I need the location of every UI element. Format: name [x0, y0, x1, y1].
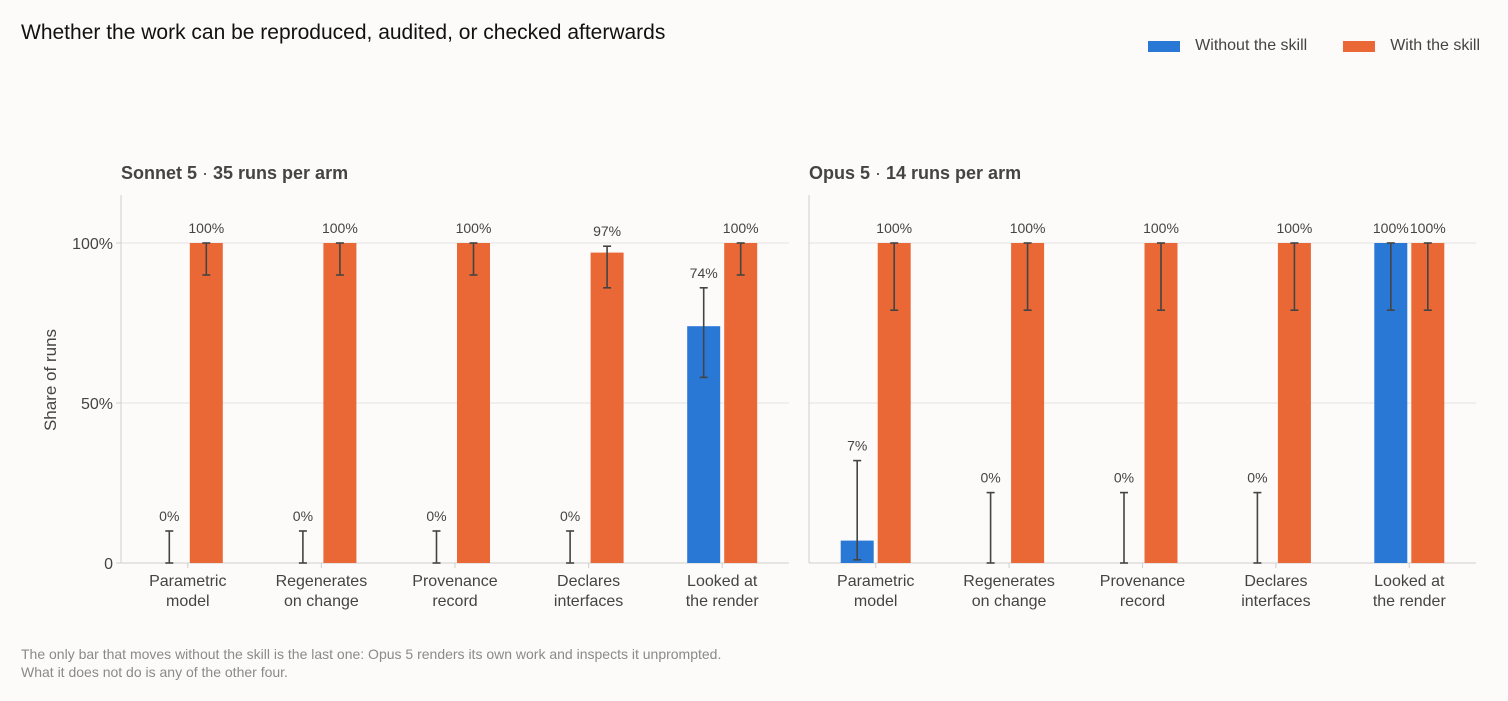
- y-tick-label-0-2: 100%: [72, 236, 113, 253]
- data-label-0-0-3: 0%: [560, 508, 580, 524]
- x-tick-label-1-2-1: record: [1120, 593, 1165, 610]
- data-label-1-0-3: 0%: [1247, 470, 1267, 486]
- legend-swatch-with: [1343, 40, 1376, 52]
- legend: Without the skill With the skill: [1112, 37, 1480, 55]
- data-label-1-1-1: 100%: [1010, 220, 1046, 236]
- chart-title: Whether the work can be reproduced, audi…: [21, 21, 666, 44]
- legend-label-with: With the skill: [1390, 37, 1480, 54]
- x-tick-label-1-4-1: the render: [1373, 593, 1447, 610]
- data-label-1-1-2: 100%: [1143, 220, 1179, 236]
- x-tick-label-0-1-1: on change: [284, 593, 359, 610]
- footnote-line-2: What it does not do is any of the other …: [21, 664, 288, 680]
- legend-item-with: With the skill: [1343, 37, 1480, 55]
- x-tick-label-1-0-1: model: [854, 593, 898, 610]
- y-axis-label-0: Share of runs: [41, 329, 60, 431]
- data-label-0-1-1: 100%: [322, 220, 358, 236]
- x-tick-label-0-4-0: Looked at: [687, 573, 758, 590]
- data-label-1-0-1: 0%: [980, 470, 1000, 486]
- legend-item-without: Without the skill: [1148, 37, 1307, 55]
- y-tick-label-0-1: 50%: [81, 396, 113, 413]
- data-label-1-0-0: 7%: [847, 438, 867, 454]
- x-tick-label-1-1-0: Regenerates: [963, 573, 1055, 590]
- x-tick-label-0-4-1: the render: [686, 593, 760, 610]
- panel-model-1: Opus 5: [809, 163, 870, 183]
- legend-label-without: Without the skill: [1195, 37, 1308, 54]
- data-label-1-1-4: 100%: [1410, 220, 1446, 236]
- data-label-1-0-4: 100%: [1373, 220, 1409, 236]
- panel-subtitle-0: 35 runs per arm: [213, 163, 348, 183]
- x-tick-label-0-2-1: record: [432, 593, 477, 610]
- x-tick-label-1-3-0: Declares: [1244, 573, 1307, 590]
- panel-heading-0: Sonnet 5 · 35 runs per arm: [121, 163, 348, 183]
- bar-0-1-2: [457, 243, 490, 563]
- panel-separator-1: ·: [870, 163, 886, 183]
- x-tick-label-1-0-0: Parametric: [837, 573, 914, 590]
- panel-model-0: Sonnet 5: [121, 163, 197, 183]
- data-label-0-0-0: 0%: [159, 508, 179, 524]
- x-tick-label-1-4-0: Looked at: [1374, 573, 1445, 590]
- data-label-1-1-0: 100%: [876, 220, 912, 236]
- data-label-1-0-2: 0%: [1114, 470, 1134, 486]
- panel-separator-0: ·: [197, 163, 213, 183]
- data-label-0-0-4: 74%: [690, 265, 718, 281]
- x-tick-label-0-2-0: Provenance: [412, 573, 497, 590]
- x-tick-label-1-1-1: on change: [972, 593, 1047, 610]
- legend-swatch-without: [1148, 40, 1181, 52]
- x-tick-label-0-3-0: Declares: [557, 573, 620, 590]
- y-tick-label-0-0: 0: [104, 556, 113, 573]
- data-label-0-1-0: 100%: [188, 220, 224, 236]
- footnote-line-1: The only bar that moves without the skil…: [21, 646, 722, 662]
- x-tick-label-0-1-0: Regenerates: [276, 573, 368, 590]
- bar-0-1-4: [724, 243, 758, 563]
- bar-0-1-0: [189, 243, 223, 563]
- panel-heading-1: Opus 5 · 14 runs per arm: [809, 163, 1021, 183]
- data-label-0-1-2: 100%: [456, 220, 492, 236]
- data-label-0-0-2: 0%: [426, 508, 446, 524]
- data-label-0-1-3: 97%: [593, 223, 621, 239]
- data-label-0-0-1: 0%: [293, 508, 313, 524]
- x-tick-label-1-3-1: interfaces: [1241, 593, 1310, 610]
- x-tick-label-0-0-0: Parametric: [149, 573, 226, 590]
- bar-0-1-1: [323, 243, 357, 563]
- panel-subtitle-1: 14 runs per arm: [886, 163, 1021, 183]
- data-label-0-1-4: 100%: [723, 220, 759, 236]
- x-tick-label-0-0-1: model: [166, 593, 210, 610]
- data-label-1-1-3: 100%: [1276, 220, 1312, 236]
- bar-0-1-3: [590, 252, 624, 563]
- x-tick-label-1-2-0: Provenance: [1100, 573, 1185, 590]
- x-tick-label-0-3-1: interfaces: [554, 593, 623, 610]
- footnote: The only bar that moves without the skil…: [21, 645, 721, 681]
